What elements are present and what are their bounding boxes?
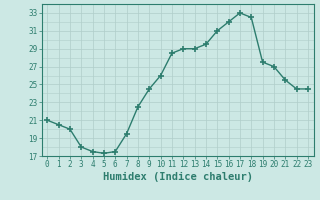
X-axis label: Humidex (Indice chaleur): Humidex (Indice chaleur)	[103, 172, 252, 182]
